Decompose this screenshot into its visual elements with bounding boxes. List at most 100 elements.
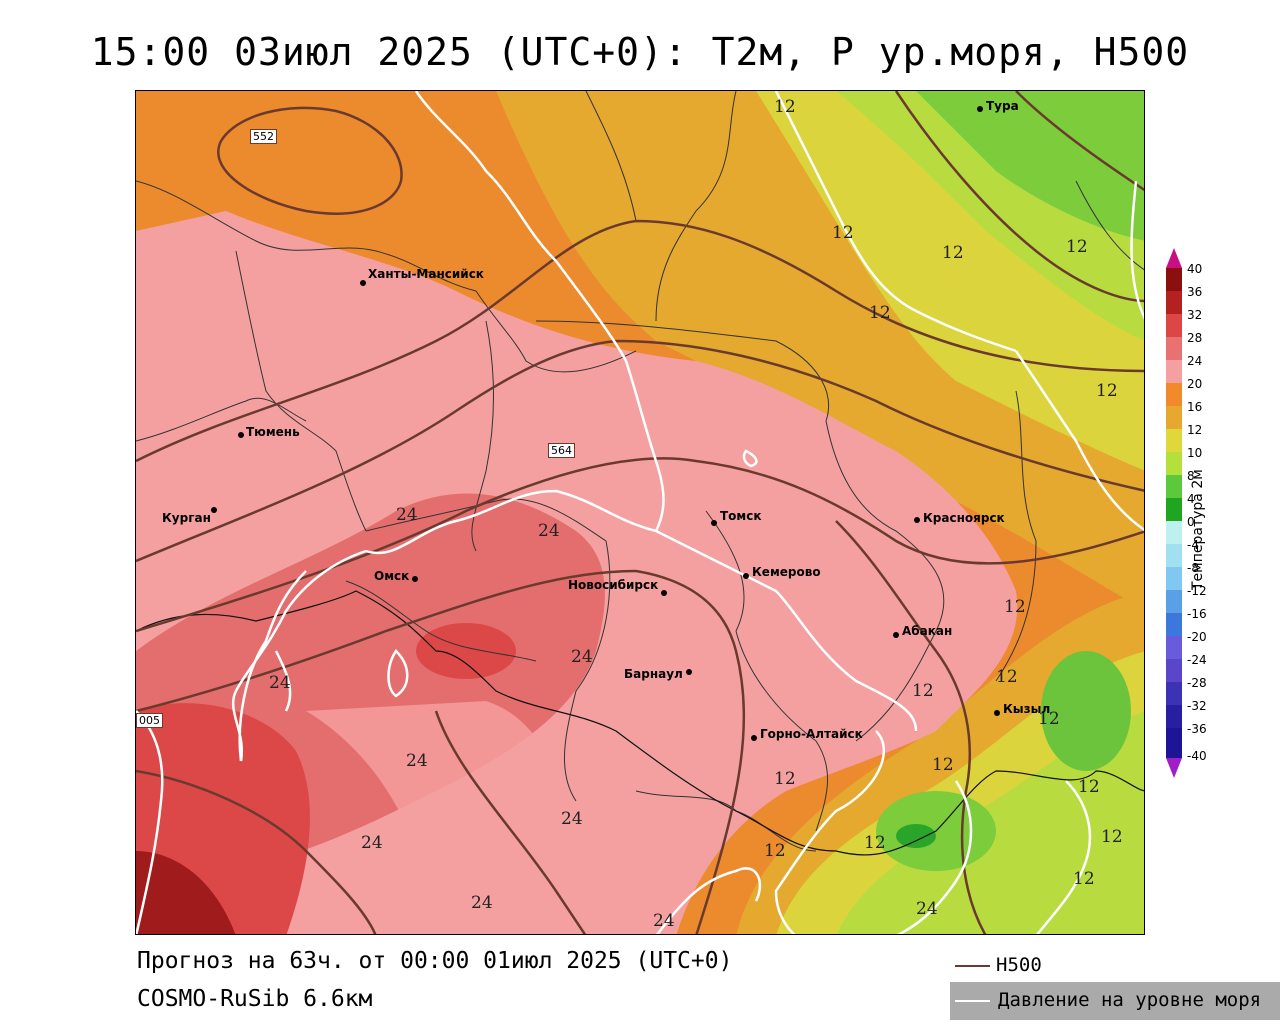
colorbar-tick: 40 — [1187, 262, 1203, 276]
city-label-omsk: Омск — [374, 569, 410, 583]
city-marker-tomsk — [711, 520, 717, 526]
temperature-field-0-altai — [896, 824, 936, 848]
colorbar-tick: -40 — [1187, 749, 1207, 763]
h500-key-label: H500 — [996, 954, 1042, 976]
map-fields — [136, 91, 1144, 934]
colorbar-tick: -12 — [1187, 584, 1207, 598]
h500-label-552: 552 — [250, 129, 277, 144]
colorbar-swatch — [1166, 291, 1182, 314]
city-marker-tura — [977, 106, 983, 112]
colorbar-tick: 36 — [1187, 285, 1203, 299]
colorbar-tick: 10 — [1187, 446, 1203, 460]
colorbar-swatch — [1166, 337, 1182, 360]
colorbar-swatch — [1166, 429, 1182, 452]
colorbar-tick: -4 — [1187, 538, 1199, 552]
city-label-kurgan: Курган — [162, 511, 211, 525]
colorbar-swatch — [1166, 613, 1182, 636]
isotherm-label: 12 — [942, 243, 964, 263]
temperature-field-28-patch — [416, 623, 516, 679]
isotherm-label: 12 — [1038, 709, 1060, 729]
colorbar-swatch — [1166, 590, 1182, 613]
colorbar-title: Температура 2м — [1190, 469, 1206, 590]
isotherm-label: 24 — [538, 521, 560, 541]
isotherm-label: 24 — [406, 751, 428, 771]
city-marker-tyumen — [238, 432, 244, 438]
h500-contours — [136, 91, 1144, 934]
isotherm-label: 12 — [912, 681, 934, 701]
h500-label-564: 564 — [548, 443, 575, 458]
temperature-colorbar — [1166, 248, 1182, 778]
isotherm-label: 12 — [864, 833, 886, 853]
colorbar-swatch — [1166, 452, 1182, 475]
isotherm-label: 12 — [764, 841, 786, 861]
isotherm-label: 24 — [361, 833, 383, 853]
colorbar-tick: 12 — [1187, 423, 1203, 437]
isotherm-label: 24 — [571, 647, 593, 667]
colorbar-tick: 16 — [1187, 400, 1203, 414]
colorbar-tick: 28 — [1187, 331, 1203, 345]
city-marker-krasnoyarsk — [914, 517, 920, 523]
colorbar-tick: 32 — [1187, 308, 1203, 322]
colorbar-swatch — [1166, 314, 1182, 337]
colorbar-tick: 20 — [1187, 377, 1203, 391]
isotherm-label: 12 — [774, 769, 796, 789]
isotherm-label: 24 — [396, 505, 418, 525]
colorbar-swatch — [1166, 268, 1182, 291]
isotherm-label: 12 — [996, 667, 1018, 687]
colorbar-arrow-bottom — [1166, 758, 1182, 778]
city-label-gorno-altaysk: Горно-Алтайск — [760, 727, 863, 741]
isotherm-label: 12 — [932, 755, 954, 775]
colorbar-arrow-top — [1166, 248, 1182, 268]
colorbar-tick: -28 — [1187, 676, 1207, 690]
isotherm-label: 12 — [774, 97, 796, 117]
colorbar-tick: 8 — [1187, 469, 1195, 483]
colorbar-swatch — [1166, 521, 1182, 544]
isotherm-label: 12 — [869, 303, 891, 323]
city-label-tomsk: Томск — [720, 509, 762, 523]
model-name: COSMO-RuSib 6.6км — [137, 986, 373, 1012]
h500-label-005: 005 — [136, 713, 163, 728]
city-label-novosibirsk: Новосибирск — [568, 578, 659, 592]
colorbar-swatch — [1166, 360, 1182, 383]
colorbar-tick: -20 — [1187, 630, 1207, 644]
city-label-tura: Тура — [986, 99, 1019, 113]
isotherm-label: 12 — [1073, 869, 1095, 889]
isotherm-label: 12 — [832, 223, 854, 243]
isotherm-label: 12 — [1066, 237, 1088, 257]
isotherm-label: 24 — [653, 911, 675, 931]
isotherm-label: 12 — [1096, 381, 1118, 401]
colorbar-swatch — [1166, 705, 1182, 728]
colorbar-swatch — [1166, 383, 1182, 406]
forecast-info: Прогноз на 63ч. от 00:00 01июл 2025 (UTC… — [137, 948, 733, 974]
colorbar-tick: 4 — [1187, 492, 1195, 506]
colorbar-swatch — [1166, 682, 1182, 705]
city-label-khanty-mansiysk: Ханты-Мансийск — [368, 267, 484, 281]
pressure-contours — [136, 91, 1144, 934]
country-border — [136, 590, 1144, 856]
city-label-tyumen: Тюмень — [246, 425, 300, 439]
isotherm-label: 24 — [269, 673, 291, 693]
isotherm-label: 24 — [916, 899, 938, 919]
city-marker-khanty-mansiysk — [360, 280, 366, 286]
temperature-map: 552 564 005 12 12 12 12 12 12 12 12 12 1… — [135, 90, 1145, 935]
colorbar-tick: -32 — [1187, 699, 1207, 713]
city-marker-omsk — [412, 576, 418, 582]
colorbar-swatch — [1166, 544, 1182, 567]
h500-key-line — [955, 965, 990, 967]
isotherm-label: 24 — [471, 893, 493, 913]
colorbar-swatch — [1166, 406, 1182, 429]
city-marker-kurgan — [211, 507, 217, 513]
city-label-kemerovo: Кемерово — [752, 565, 821, 579]
temperature-field-4 — [916, 91, 1144, 241]
colorbar-swatch — [1166, 475, 1182, 498]
temperature-field-32 — [136, 851, 236, 934]
colorbar-tick: -36 — [1187, 722, 1207, 736]
isotherm-label: 12 — [1101, 827, 1123, 847]
colorbar-tick: -24 — [1187, 653, 1207, 667]
admin-borders — [136, 91, 1144, 852]
colorbar-tick: -8 — [1187, 561, 1199, 575]
map-title: 15:00 03июл 2025 (UTC+0): T2м, P ур.моря… — [90, 30, 1190, 74]
temperature-field-4-tuva — [1041, 651, 1131, 771]
temperature-field-20-south — [306, 701, 616, 934]
pressure-key-label: Давление на уровне моря — [998, 989, 1262, 1011]
